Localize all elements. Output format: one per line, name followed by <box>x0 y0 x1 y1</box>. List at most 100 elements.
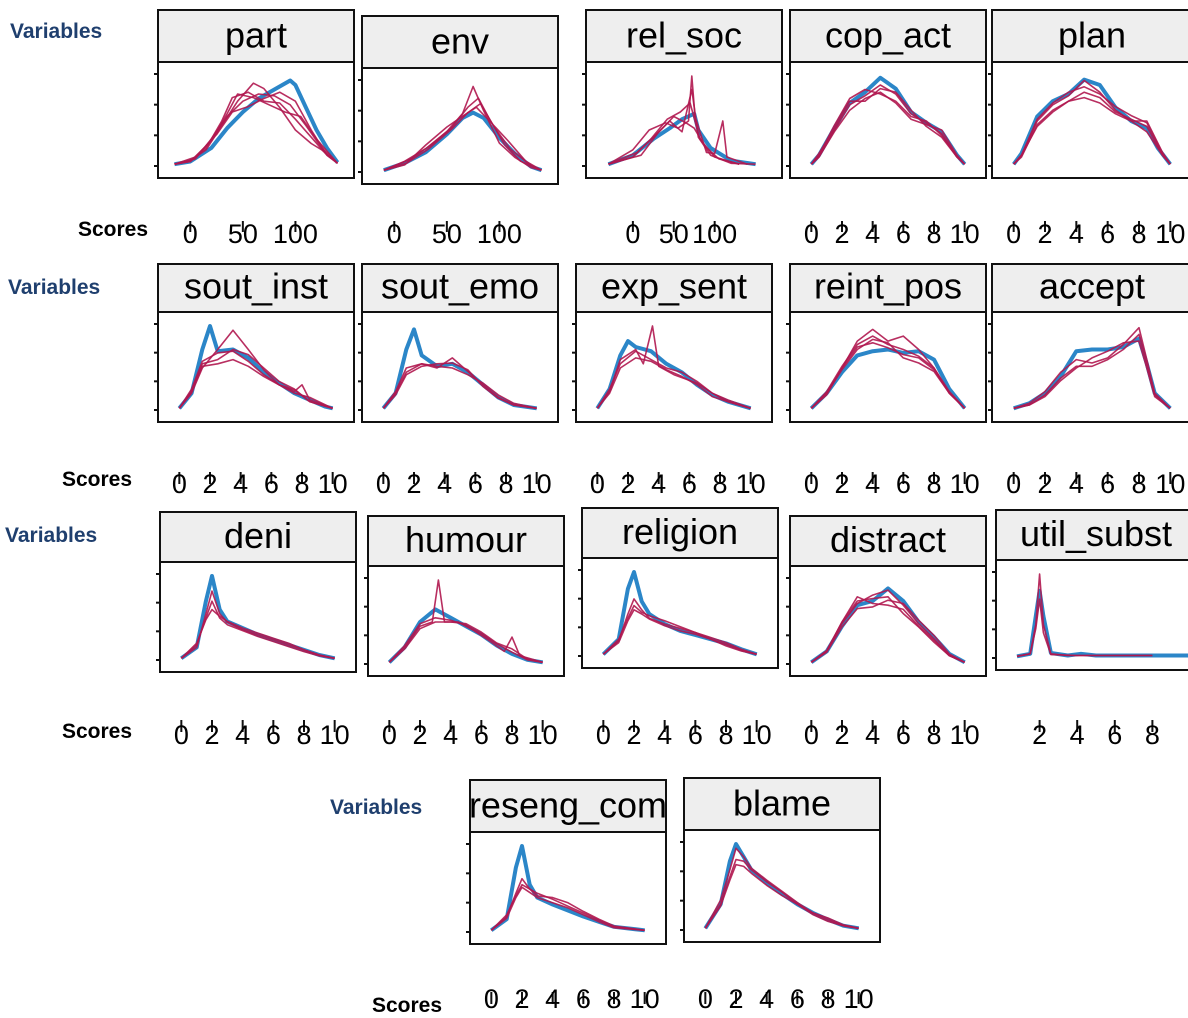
panel-title: distract <box>830 519 946 560</box>
panel-title: accept <box>1039 266 1145 307</box>
panel-title: env <box>431 20 489 61</box>
imputed-density-line <box>180 600 335 660</box>
x-tick-label: 4 <box>865 720 880 750</box>
panel: blame 0 2 4 6 8 10 <box>680 777 881 1014</box>
panel-title: religion <box>622 511 738 552</box>
x-tick-label: 0 <box>174 720 189 750</box>
imputed-density-line <box>810 91 966 165</box>
panel-strip <box>789 263 987 313</box>
x-tick-label: 4 <box>437 469 452 499</box>
panel-title: sout_inst <box>184 266 328 307</box>
x-tick-label: 6 <box>266 720 281 750</box>
imputed-density-line <box>1013 333 1171 410</box>
x-tick-label: 2 <box>626 720 641 750</box>
plot-frame <box>469 831 667 945</box>
panel: deni 0 2 4 6 8 10 <box>156 511 357 750</box>
x-tick-label: 0 <box>1006 469 1021 499</box>
imputed-density-line <box>608 102 740 165</box>
imputed-density-line <box>602 604 757 656</box>
x-tick-label: 0 <box>698 984 713 1014</box>
observed-density-line <box>1012 77 1172 166</box>
panel: rel_soc 0 50 100 <box>582 9 783 249</box>
x-tick-label: 10 <box>844 984 874 1014</box>
x-tick-label: 6 <box>264 469 279 499</box>
imputed-density-line <box>602 598 757 656</box>
panel-strip <box>157 263 355 313</box>
x-tick-label: 8 <box>296 720 311 750</box>
plot-frame <box>159 561 357 673</box>
x-tick-label: 4 <box>657 720 672 750</box>
x-tick-label: 6 <box>896 469 911 499</box>
x-tick-label: 0 <box>376 469 391 499</box>
x-tick-label: 6 <box>576 984 591 1014</box>
panel: accept 0 2 4 6 8 10 <box>988 263 1188 499</box>
x-tick-label: 8 <box>1145 720 1160 750</box>
panel-strip <box>995 509 1188 561</box>
x-tick-label: 0 <box>382 720 397 750</box>
x-tick-label: 4 <box>759 984 774 1014</box>
x-tick-label: 8 <box>820 984 835 1014</box>
panel-title: humour <box>405 519 527 560</box>
panel: distract 0 2 4 6 8 10 <box>786 515 987 750</box>
x-tick-label: 2 <box>834 219 849 249</box>
x-tick-label: 100 <box>477 219 522 249</box>
plot-frame <box>991 61 1188 179</box>
panel: humour 0 2 4 6 8 10 <box>364 515 565 750</box>
x-tick-label: 0 <box>172 469 187 499</box>
panel-title: reint_pos <box>814 266 962 307</box>
panel-strip <box>789 9 987 63</box>
x-tick-label: 8 <box>926 219 941 249</box>
x-tick-label: 0 <box>804 469 819 499</box>
x-tick-label: 8 <box>718 720 733 750</box>
imputed-density-line <box>596 357 751 410</box>
x-tick-label: 4 <box>235 720 250 750</box>
panel-strip <box>991 9 1188 63</box>
x-tick-label: 2 <box>834 469 849 499</box>
x-tick-label: 50 <box>228 219 258 249</box>
panel-strip <box>789 515 987 567</box>
panel-strip <box>683 777 881 831</box>
x-tick-label: 6 <box>790 984 805 1014</box>
imputed-density-line <box>608 115 740 165</box>
x-tick-label: 2 <box>202 469 217 499</box>
row-label: Variables <box>10 20 103 43</box>
x-tick-label: 6 <box>474 720 489 750</box>
panel: religion 0 2 4 6 8 10 <box>578 507 779 750</box>
observed-density-line <box>595 339 752 411</box>
panel-title: part <box>225 14 287 55</box>
x-tick-label: 8 <box>1131 469 1146 499</box>
imputed-density-line <box>810 599 966 664</box>
imputed-density-line <box>810 338 966 409</box>
x-tick-label: 10 <box>950 219 980 249</box>
x-tick-label: 0 <box>804 720 819 750</box>
x-tick-label: 4 <box>443 720 458 750</box>
plot-frame <box>789 311 987 423</box>
panel-title: exp_sent <box>601 266 747 307</box>
observed-density-line <box>809 347 967 410</box>
panel-title: util_subst <box>1020 513 1172 554</box>
panel: env 0 50 100 <box>358 15 559 249</box>
panel-strip <box>361 15 559 69</box>
panel: plan 0 2 4 6 8 10 <box>988 9 1188 249</box>
x-tick-label: 10 <box>1155 469 1185 499</box>
imputed-density-line <box>382 362 537 410</box>
x-axis-label: Scores <box>62 720 133 743</box>
x-tick-label: 0 <box>484 984 499 1014</box>
imputed-density-line <box>382 363 537 410</box>
x-tick-label: 10 <box>1155 219 1185 249</box>
imputed-density-line <box>607 75 748 165</box>
plot-frame <box>367 565 565 677</box>
x-tick-label: 2 <box>204 720 219 750</box>
imputed-density-line <box>1013 340 1171 410</box>
panel-title: plan <box>1058 14 1126 55</box>
panel-title: reseng_com <box>469 784 667 825</box>
imputed-density-line <box>810 87 966 165</box>
panel-title: cop_act <box>825 14 951 55</box>
panel-strip <box>991 263 1188 313</box>
imputed-density-line <box>596 350 751 410</box>
imputed-density-line <box>810 596 966 664</box>
observed-density-line <box>174 78 340 167</box>
panel: cop_act 0 2 4 6 8 10 <box>786 9 987 249</box>
panel-strip <box>367 515 565 567</box>
imputed-density-line <box>490 883 645 932</box>
